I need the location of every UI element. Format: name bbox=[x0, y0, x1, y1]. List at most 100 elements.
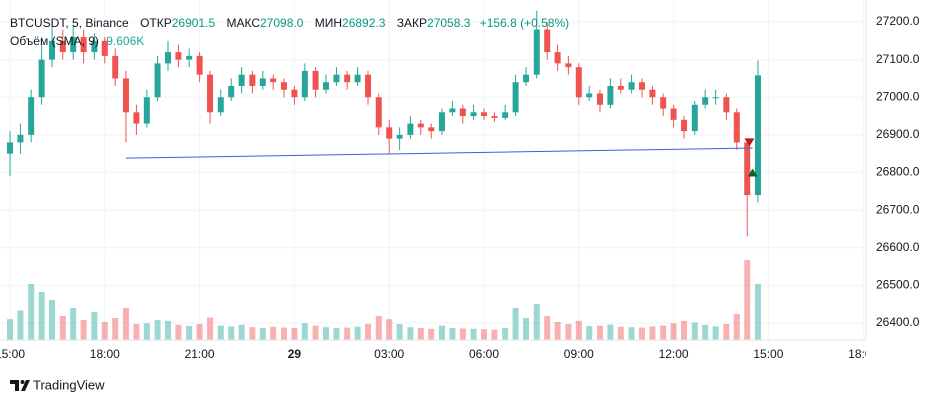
time-axis: 15:00 18:00 21:00 29 03:00 06:00 09:00 12:00 15:… bbox=[0, 347, 866, 361]
candle-body bbox=[323, 82, 329, 90]
volume-bar bbox=[270, 326, 277, 340]
volume-bar bbox=[249, 327, 256, 340]
y-tick-label: 27100.0 bbox=[876, 52, 920, 66]
volume-bar bbox=[344, 327, 351, 340]
candle-body bbox=[565, 63, 572, 68]
volume-bar bbox=[207, 317, 214, 340]
candle-body bbox=[175, 52, 182, 60]
volume-bar bbox=[365, 324, 372, 340]
candle-body bbox=[344, 74, 351, 83]
candle-body bbox=[112, 55, 119, 79]
candle-body bbox=[670, 108, 677, 120]
candle-body bbox=[438, 112, 445, 132]
y-tick-label: 26600.0 bbox=[876, 240, 920, 254]
volume-bar bbox=[449, 328, 456, 340]
candle-body bbox=[649, 89, 656, 98]
volume-bar bbox=[617, 326, 624, 340]
candle-body bbox=[502, 112, 509, 118]
volume-bar bbox=[628, 327, 635, 340]
price-pane bbox=[7, 10, 761, 237]
volume-bar bbox=[712, 326, 719, 340]
y-tick-label: 26700.0 bbox=[876, 202, 920, 216]
volume-bar bbox=[59, 316, 66, 340]
x-tick-label: 12:00 bbox=[659, 347, 689, 361]
candle-body bbox=[249, 74, 256, 86]
volume-bar bbox=[649, 326, 656, 340]
candle-body bbox=[17, 134, 24, 143]
volume-bar bbox=[523, 318, 530, 340]
y-tick-label: 26900.0 bbox=[876, 127, 920, 141]
signal-marker bbox=[747, 168, 758, 177]
volume-bar bbox=[122, 308, 129, 340]
volume-bar bbox=[291, 328, 298, 340]
y-tick-label: 26800.0 bbox=[876, 165, 920, 179]
candle-body bbox=[459, 108, 466, 117]
volume-bar bbox=[28, 284, 35, 340]
volume-bar bbox=[112, 318, 119, 340]
candle-body bbox=[417, 123, 424, 128]
x-tick-label: 15:00 bbox=[753, 347, 783, 361]
volume-bar bbox=[417, 328, 424, 340]
volume-bar bbox=[723, 324, 730, 340]
volume-bar bbox=[596, 325, 603, 340]
candle-body bbox=[533, 29, 540, 75]
candle-body bbox=[744, 142, 751, 196]
candle-body bbox=[7, 142, 13, 154]
symbol: BTCUSDT, 5, Binance bbox=[10, 16, 129, 30]
candle-body bbox=[80, 37, 87, 53]
ohlc-value: 27098.0 bbox=[260, 16, 304, 30]
candle-body bbox=[196, 55, 203, 75]
logo-dot bbox=[20, 380, 25, 384]
volume-bar bbox=[438, 325, 445, 340]
candle-body bbox=[207, 74, 214, 113]
candle-body bbox=[238, 74, 245, 86]
volume-bar bbox=[301, 323, 308, 340]
candle-body bbox=[628, 82, 635, 90]
volume-bar bbox=[133, 324, 140, 340]
volume-bar bbox=[491, 329, 498, 340]
ohlc-value: 26892.3 bbox=[342, 16, 386, 30]
ohlc-value: 26901.5 bbox=[172, 16, 216, 30]
candle-body bbox=[38, 59, 45, 98]
volume-bar bbox=[428, 328, 435, 340]
candle-body bbox=[733, 112, 740, 143]
candle-body bbox=[470, 112, 477, 117]
candle-body bbox=[428, 127, 435, 132]
candle-body bbox=[554, 52, 561, 64]
trendline bbox=[125, 147, 753, 159]
y-tick-label: 27200.0 bbox=[876, 14, 920, 28]
volume-bar bbox=[502, 328, 509, 340]
candle-body bbox=[754, 75, 761, 196]
candle-body bbox=[575, 67, 582, 98]
volume-bar bbox=[333, 328, 340, 340]
volume-bar bbox=[165, 320, 171, 340]
x-tick-label: 09:00 bbox=[564, 347, 594, 361]
x-tick-label: 03:00 bbox=[374, 347, 404, 361]
candle-body bbox=[270, 78, 277, 83]
volume-bar bbox=[49, 300, 56, 340]
volume-bar bbox=[691, 322, 698, 340]
volume-bar bbox=[575, 320, 582, 340]
ohlc-label: МИН bbox=[315, 16, 342, 30]
candle-body bbox=[228, 85, 235, 98]
candle-body bbox=[122, 78, 129, 113]
x-tick-label: 18:00 bbox=[90, 347, 120, 361]
candle-body bbox=[386, 127, 393, 139]
volume-bar bbox=[744, 260, 751, 340]
candle-body bbox=[259, 78, 266, 86]
change: +156.8 (+0.58%) bbox=[480, 16, 569, 30]
candle-body bbox=[681, 119, 688, 132]
candle-body bbox=[660, 97, 667, 109]
price-axis: 26400.0 26500.0 26600.0 26700.0 26800.0 26900… bbox=[876, 14, 920, 329]
volume-bar bbox=[17, 310, 24, 340]
volume-legend: Объём (SMA, 9) 9.606K bbox=[10, 34, 144, 48]
candle-body bbox=[186, 55, 193, 60]
candle-body bbox=[617, 85, 624, 90]
volume-bar bbox=[407, 327, 414, 340]
candle-body bbox=[291, 89, 298, 98]
volume-bar bbox=[175, 324, 182, 340]
candle-body bbox=[49, 40, 56, 60]
logo-icon bbox=[10, 380, 30, 391]
candle-body bbox=[333, 74, 340, 83]
